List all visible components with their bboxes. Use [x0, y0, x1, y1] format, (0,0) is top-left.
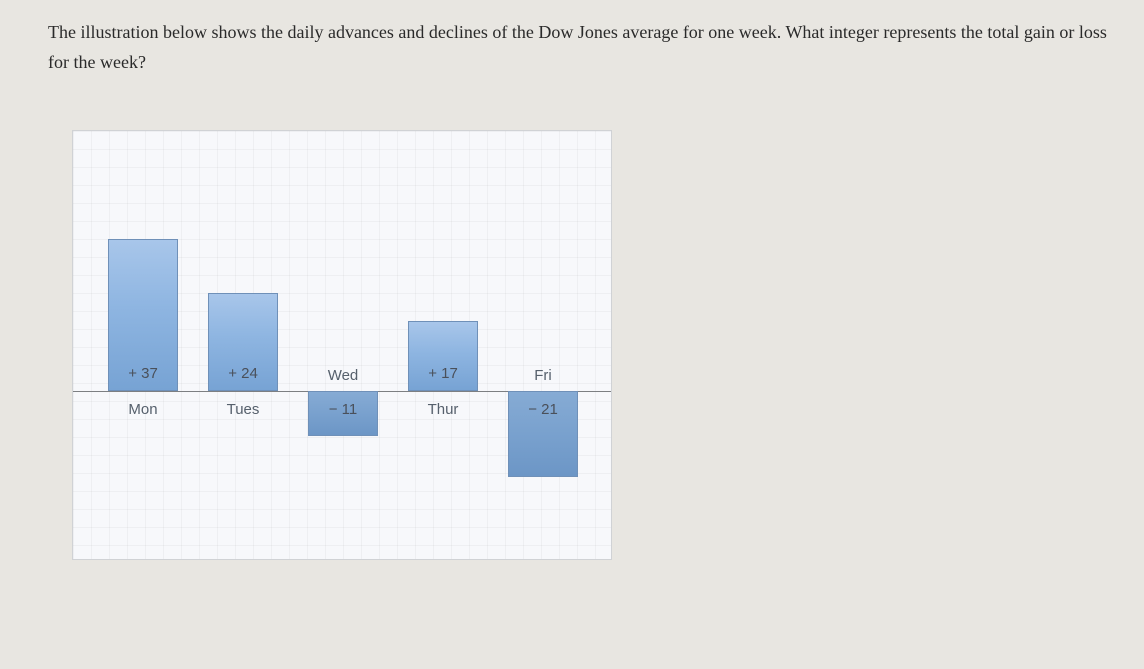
day-label: Wed: [293, 367, 393, 384]
chart-column: + 24 Tues: [193, 131, 293, 559]
chart-column: − 21 Fri: [493, 131, 593, 559]
day-label: Tues: [193, 401, 293, 418]
chart-column: − 11 Wed: [293, 131, 393, 559]
question-text: The illustration below shows the daily a…: [48, 18, 1114, 77]
bar-value: − 21: [508, 401, 578, 418]
day-label: Mon: [93, 401, 193, 418]
chart-column: + 17 Thur: [393, 131, 493, 559]
bar-value: + 17: [408, 365, 478, 382]
bar-value: + 37: [108, 365, 178, 382]
bar-value: + 24: [208, 365, 278, 382]
dow-jones-chart: + 37 Mon + 24 Tues − 11 Wed + 17 Thur − 21 Fri: [72, 130, 612, 560]
bar-value: − 11: [308, 401, 378, 418]
day-label: Thur: [393, 401, 493, 418]
day-label: Fri: [493, 367, 593, 384]
chart-column: + 37 Mon: [93, 131, 193, 559]
